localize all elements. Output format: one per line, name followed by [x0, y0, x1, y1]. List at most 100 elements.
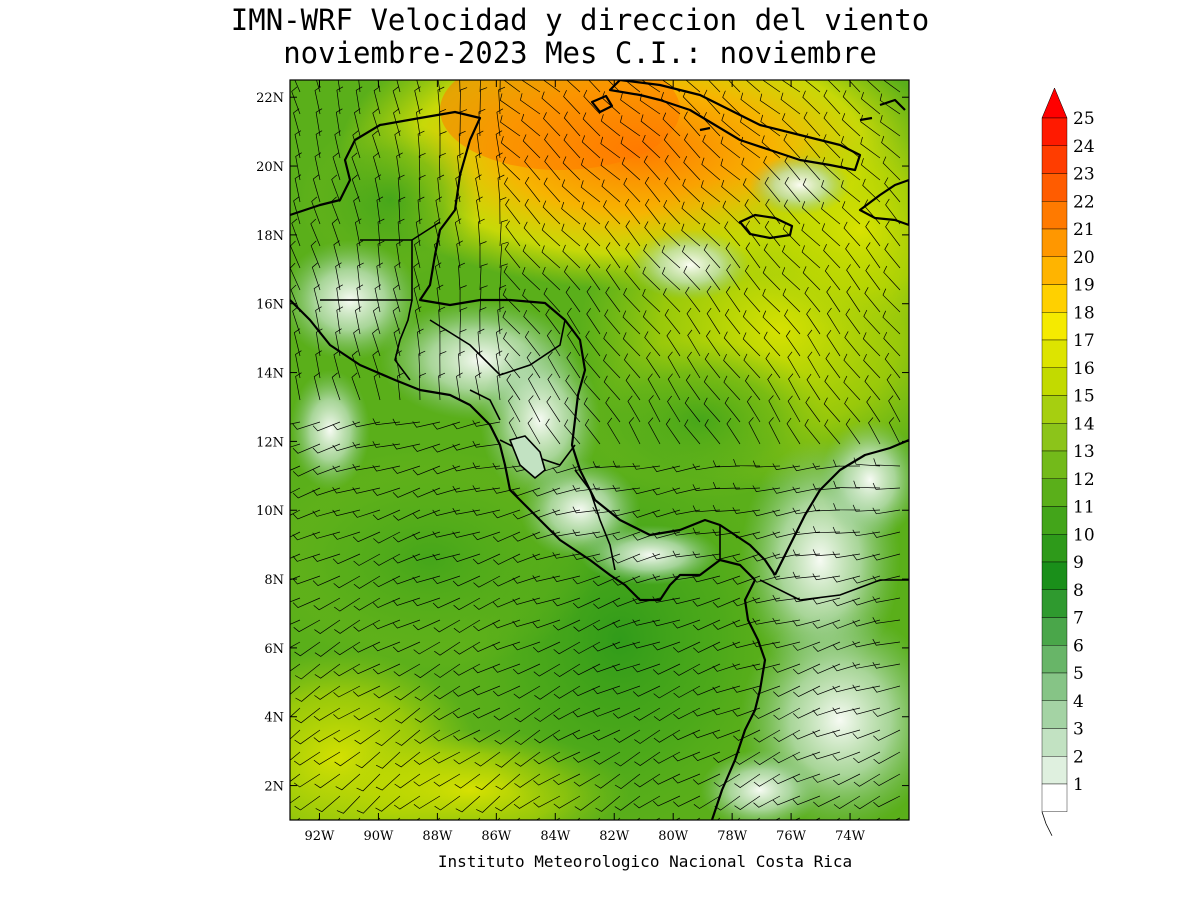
- wind-barb: [768, 417, 781, 445]
- wind-barb: [416, 108, 423, 137]
- wind-barb: [395, 707, 421, 724]
- wind-barb: [605, 242, 621, 269]
- wind-barb: [652, 509, 681, 518]
- wind-barb: [290, 284, 301, 313]
- wind-barb: [821, 179, 841, 203]
- wind-barb: [804, 133, 821, 159]
- wind-barb: [452, 685, 481, 697]
- lon-tick-label: 90W: [363, 829, 394, 844]
- wind-barb: [376, 262, 384, 291]
- wind-barb: [772, 531, 801, 538]
- wind-barb: [605, 286, 621, 313]
- wind-barb: [721, 179, 741, 203]
- wind-barb: [457, 152, 464, 181]
- wind-barb: [667, 373, 681, 401]
- wind-barb: [312, 443, 341, 454]
- wind-barb: [872, 662, 901, 669]
- wind-barb: [783, 199, 801, 225]
- wind-barb: [802, 90, 821, 115]
- wind-barb: [628, 417, 641, 445]
- wind-barb: [627, 395, 641, 423]
- wind-barb: [290, 641, 301, 648]
- wind-barb: [832, 729, 861, 737]
- wind-barb: [672, 508, 701, 515]
- wind-barb: [393, 663, 421, 677]
- wind-barb: [784, 309, 801, 335]
- longitude-axis: 92W 90W 88W 86W 84W 82W 80W 78W 76W 74W: [305, 80, 866, 844]
- wind-barb: [373, 575, 401, 588]
- wind-barb: [604, 221, 621, 247]
- wind-barb: [824, 419, 841, 445]
- chart-title-line-2: noviembre-2023 Mes C.I.: noviembre: [283, 36, 877, 70]
- wind-barb: [803, 155, 821, 181]
- wind-barb: [612, 619, 641, 628]
- wind-barb: [521, 113, 541, 137]
- wind-barb: [762, 266, 781, 291]
- wind-barb: [572, 506, 601, 514]
- colorbar-swatch: [1041, 672, 1068, 701]
- wind-barb: [502, 156, 521, 181]
- wind-barb: [514, 729, 541, 745]
- colorbar-label: 25: [1073, 109, 1095, 129]
- wind-barb: [812, 663, 841, 674]
- wind-barb: [792, 707, 821, 719]
- wind-barb: [852, 662, 881, 669]
- wind-barb: [414, 240, 421, 269]
- wind-barb: [826, 307, 841, 335]
- wind-barb: [522, 134, 541, 159]
- wind-barb: [806, 308, 821, 335]
- colorbar-swatch: [1041, 756, 1068, 785]
- wind-barb: [792, 507, 821, 515]
- wind-barb: [632, 619, 661, 626]
- wind-barb: [832, 685, 861, 693]
- wind-barb: [372, 306, 381, 335]
- wind-barb: [812, 483, 841, 491]
- wind-barb: [495, 751, 521, 768]
- wind-barb: [336, 86, 344, 115]
- wind-barb: [439, 329, 447, 357]
- wind-barb: [787, 395, 801, 423]
- wind-barb: [412, 553, 441, 561]
- wind-barb: [845, 308, 861, 335]
- wind-barb: [772, 773, 801, 785]
- wind-barb: [881, 135, 901, 159]
- wind-barb: [713, 773, 741, 788]
- wind-barb: [664, 155, 681, 181]
- wind-barb: [452, 443, 481, 451]
- wind-barb: [652, 641, 681, 651]
- wind-barb: [552, 619, 581, 631]
- colorbar-swatch: [1041, 173, 1068, 202]
- wind-barb: [862, 332, 881, 357]
- colorbar-swatch: [1041, 145, 1068, 174]
- wind-barb: [792, 571, 821, 579]
- wind-barb: [592, 619, 621, 631]
- wind-barb: [672, 597, 701, 605]
- wind-barb: [728, 80, 741, 93]
- wind-barb: [801, 223, 821, 247]
- wind-barb: [782, 288, 801, 313]
- wind-barb: [290, 729, 301, 740]
- wind-barb: [653, 707, 681, 722]
- wind-barb: [633, 773, 661, 788]
- colorbar-swatch: [1041, 728, 1068, 757]
- wind-barb: [452, 421, 481, 430]
- wind-barb: [562, 244, 581, 269]
- wind-barb: [807, 329, 821, 357]
- wind-barb: [744, 374, 761, 401]
- wind-barb: [473, 597, 501, 610]
- wind-barb: [335, 328, 342, 357]
- wind-barb: [846, 286, 861, 313]
- wind-barb: [492, 575, 521, 587]
- wind-barb: [532, 487, 561, 497]
- wind-barb: [332, 152, 341, 181]
- wind-barb: [683, 111, 701, 137]
- wind-barb: [414, 685, 441, 701]
- wind-barb: [333, 641, 361, 656]
- wind-barb: [748, 417, 761, 445]
- wind-barb: [496, 328, 503, 357]
- wind-barb: [453, 641, 481, 655]
- wind-barb: [642, 310, 661, 335]
- wind-barb: [733, 729, 761, 741]
- wind-barb: [414, 729, 441, 744]
- wind-barb: [437, 174, 445, 203]
